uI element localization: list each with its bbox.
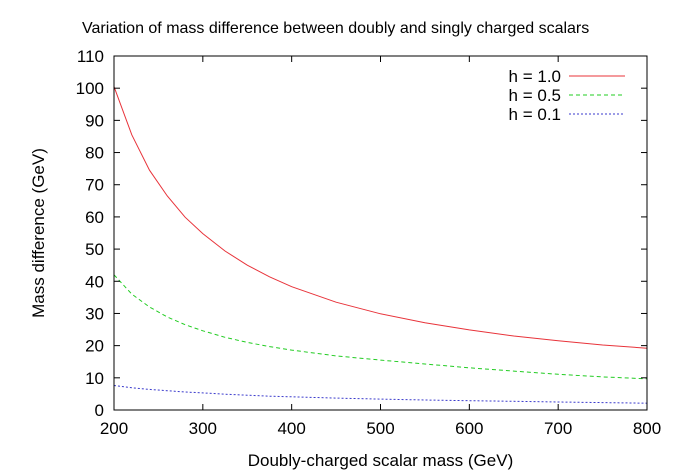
y-tick-label: 40	[85, 272, 104, 291]
legend-label: h = 1.0	[509, 67, 561, 86]
legend: h = 1.0h = 0.5h = 0.1	[509, 67, 625, 124]
series-line-3	[113, 385, 648, 404]
y-tick-label: 0	[95, 401, 104, 420]
x-tick-label: 700	[544, 419, 572, 438]
x-tick-label: 500	[366, 419, 394, 438]
x-tick-label: 600	[455, 419, 483, 438]
legend-label: h = 0.5	[509, 86, 561, 105]
series-line-2	[113, 274, 648, 380]
plot-area	[113, 86, 648, 404]
y-tick-label: 110	[77, 47, 104, 66]
x-axis-label: Doubly-charged scalar mass (GeV)	[248, 451, 513, 470]
axis-ticks: 200 300 400 500 600 700 800 0 10 20 30 40 50 60 70 80 90…	[76, 47, 662, 438]
y-tick-label: 100	[76, 79, 104, 98]
plot-frame	[113, 55, 648, 411]
y-tick-label: 90	[85, 111, 104, 130]
chart-title: Variation of mass difference between dou…	[82, 20, 589, 37]
y-axis-label: Mass difference (GeV)	[29, 148, 48, 318]
x-tick-label: 800	[633, 419, 661, 438]
y-tick-label: 10	[85, 369, 104, 388]
y-tick-label: 30	[85, 304, 104, 323]
series-line-1	[113, 86, 648, 349]
y-tick-label: 80	[85, 144, 104, 163]
x-tick-label: 200	[100, 419, 128, 438]
y-tick-label: 60	[85, 208, 104, 227]
y-tick-label: 50	[85, 240, 104, 259]
y-tick-label: 20	[85, 337, 104, 356]
x-tick-label: 300	[189, 419, 217, 438]
y-tick-label: 70	[85, 176, 104, 195]
legend-label: h = 0.1	[509, 105, 561, 124]
x-tick-label: 400	[277, 419, 305, 438]
